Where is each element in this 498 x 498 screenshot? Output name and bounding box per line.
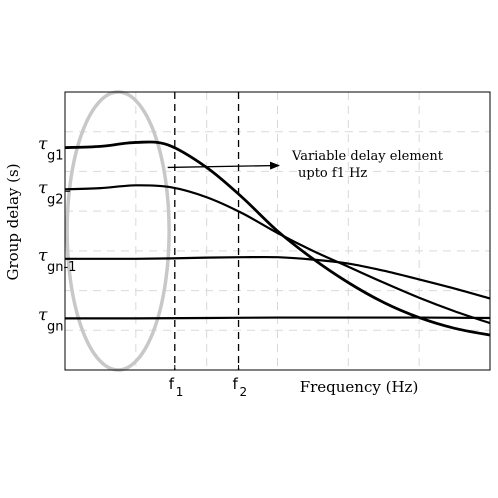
- x-tick-label-subscript: 1: [176, 385, 184, 399]
- annotation-text: Variable delay element: [291, 149, 444, 164]
- highlight-ellipse: [65, 90, 171, 372]
- plot-frame: [64, 91, 491, 371]
- x-tick-label-symbol: f: [169, 375, 175, 393]
- series-line-3: [64, 255, 491, 300]
- x-axis-label: Frequency (Hz): [300, 378, 419, 396]
- series-line-2: [64, 184, 491, 325]
- annotation-text-line2: upto f1 Hz: [298, 166, 367, 181]
- series-line-4: [64, 316, 491, 320]
- annotation-arrow: [167, 161, 281, 170]
- y-tick-label-symbol: τ: [38, 305, 48, 325]
- x-tick-label-subscript: 2: [240, 385, 248, 399]
- grid: [65, 92, 490, 370]
- y-tick-label-subscript: gn: [47, 319, 64, 334]
- y-tick-label-subscript: g1: [47, 149, 64, 164]
- y-tick-label-symbol: τ: [38, 178, 48, 198]
- y-tick-label-subscript: g2: [47, 192, 64, 207]
- y-axis-label: Group delay (s): [4, 163, 22, 280]
- x-tick-label-symbol: f: [233, 375, 239, 393]
- y-tick-label-symbol: τ: [38, 246, 48, 266]
- y-tick-label-symbol: τ: [38, 135, 48, 155]
- y-tick-label-subscript: gn-1: [47, 260, 76, 275]
